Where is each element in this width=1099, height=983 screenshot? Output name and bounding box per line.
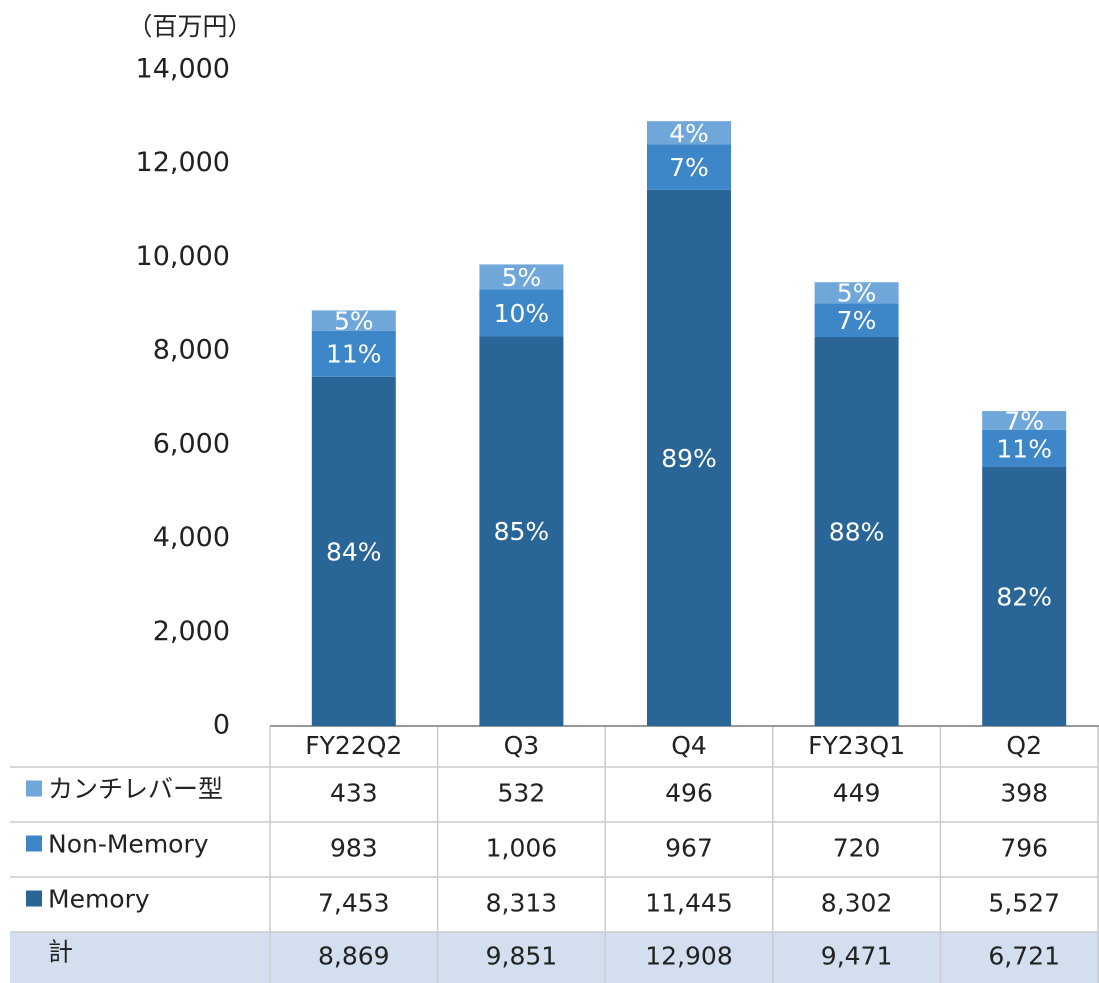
legend-swatch <box>26 835 42 852</box>
y-tick-label: 14,000 <box>136 54 230 85</box>
bar-segment <box>982 429 1067 468</box>
bar-segment <box>814 303 899 337</box>
legend-swatch <box>26 890 42 907</box>
bar-segment <box>311 310 396 331</box>
x-tick-label: Q4 <box>671 731 707 760</box>
table-value: 720 <box>833 834 881 863</box>
table-value: 8,313 <box>486 889 558 918</box>
table-value: 433 <box>330 779 378 808</box>
table-value: 496 <box>665 779 713 808</box>
table-value: 7,453 <box>318 889 390 918</box>
y-tick-label: 0 <box>213 710 230 741</box>
bar-segment <box>479 289 564 337</box>
table-value: 12,908 <box>645 942 732 971</box>
bar-segment <box>647 144 731 190</box>
legend-swatch <box>26 780 42 797</box>
y-tick-label: 12,000 <box>136 147 230 178</box>
table-value: 9,471 <box>821 942 893 971</box>
y-tick-label: 6,000 <box>153 428 230 459</box>
share-label: 85% <box>494 517 550 546</box>
table-value: 398 <box>1000 779 1048 808</box>
table-value: 9,851 <box>486 942 558 971</box>
total-label: 計 <box>48 938 73 967</box>
share-label: 84% <box>326 537 382 566</box>
bar-segment <box>647 121 731 145</box>
bar-segment <box>982 467 1067 726</box>
legend-label: Memory <box>48 885 150 914</box>
table-value: 11,445 <box>645 889 732 918</box>
bar-segment <box>311 330 396 377</box>
share-label: 11% <box>326 340 382 369</box>
legend-label: Non-Memory <box>48 830 209 859</box>
share-label: 7% <box>1004 406 1044 435</box>
share-label: 82% <box>996 583 1052 612</box>
table-value: 5,527 <box>988 889 1060 918</box>
share-label: 88% <box>829 517 885 546</box>
share-label: 10% <box>494 299 550 328</box>
bar-segment <box>479 264 564 290</box>
y-tick-label: 4,000 <box>153 522 230 553</box>
share-label: 5% <box>502 263 542 292</box>
bar-segment <box>479 336 564 726</box>
bar-segment <box>814 336 899 726</box>
share-label: 5% <box>837 279 877 308</box>
share-label: 89% <box>661 444 717 473</box>
legend-label: カンチレバー型 <box>48 775 223 804</box>
table-value: 6,721 <box>988 942 1060 971</box>
y-tick-label: 8,000 <box>153 335 230 366</box>
y-tick-label: 2,000 <box>153 616 230 647</box>
bar-segment <box>311 376 396 726</box>
table-value: 449 <box>833 779 881 808</box>
share-label: 4% <box>669 119 709 148</box>
x-tick-label: Q3 <box>504 731 540 760</box>
bar-segment <box>814 282 899 304</box>
y-axis-label: （百万円） <box>127 12 252 41</box>
table-value: 967 <box>665 834 713 863</box>
table-value: 1,006 <box>486 834 558 863</box>
share-label: 11% <box>996 434 1052 463</box>
table-value: 983 <box>330 834 378 863</box>
y-tick-label: 10,000 <box>136 241 230 272</box>
table-value: 796 <box>1000 834 1048 863</box>
table-value: 532 <box>498 779 546 808</box>
total-row-background <box>10 932 1099 983</box>
x-tick-label: Q2 <box>1006 731 1042 760</box>
x-tick-label: FY23Q1 <box>808 731 905 760</box>
share-label: 7% <box>837 306 877 335</box>
share-label: 5% <box>334 307 374 336</box>
bar-segment <box>647 189 731 727</box>
table-value: 8,302 <box>821 889 893 918</box>
bar-segment <box>982 411 1067 430</box>
table-value: 8,869 <box>318 942 390 971</box>
x-tick-label: FY22Q2 <box>305 731 402 760</box>
share-label: 7% <box>669 153 709 182</box>
